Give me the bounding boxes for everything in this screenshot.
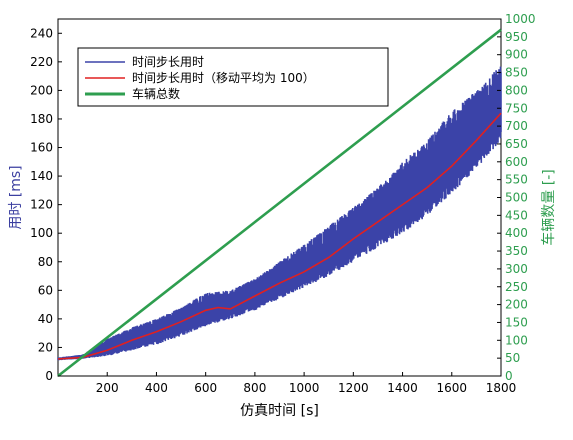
y-left-tick-label: 80 — [38, 255, 53, 269]
y-axis-left-label: 用时 [ms] — [8, 165, 24, 229]
series-lines-group — [57, 28, 502, 378]
y-right-tick-label: 400 — [505, 226, 528, 240]
y-left-tick-label: 180 — [30, 112, 53, 126]
y-right-tick-label: 600 — [505, 155, 528, 169]
legend-box — [77, 47, 389, 107]
y-right-tick-label: 650 — [505, 137, 528, 151]
series-moving-average-line — [57, 112, 502, 360]
y-right-tick-label: 150 — [505, 315, 528, 329]
y-left-tick-label: 220 — [30, 55, 53, 69]
x-tick-label: 400 — [145, 381, 168, 395]
x-tick-label: 1600 — [437, 381, 468, 395]
y-right-tick-label: 50 — [505, 351, 520, 365]
y-right-tick-label: 300 — [505, 262, 528, 276]
y-right-tick-label: 750 — [505, 101, 528, 115]
y-right-tick-label: 700 — [505, 119, 528, 133]
x-tick-label: 1200 — [338, 381, 369, 395]
x-tick-label: 1800 — [486, 381, 517, 395]
y-left-tick-label: 160 — [30, 141, 53, 155]
y-right-tick-label: 550 — [505, 173, 528, 187]
y-left-tick-label: 40 — [38, 312, 53, 326]
y-left-tick-label: 20 — [38, 340, 53, 354]
y-right-tick-label: 950 — [505, 30, 528, 44]
y-axis-right-label: 车辆数量 [-] — [540, 169, 557, 245]
x-tick-label: 800 — [243, 381, 266, 395]
y-left-tick-label: 100 — [30, 226, 53, 240]
y-right-tick-label: 250 — [505, 280, 528, 294]
legend-moving-average-label: 时间步长用时（移动平均为 100） — [132, 71, 315, 85]
y-right-tick-label: 500 — [505, 191, 528, 205]
y-left-tick-label: 240 — [30, 26, 53, 40]
y-right-tick-label: 1000 — [505, 12, 536, 26]
y-right-tick-label: 0 — [505, 369, 513, 383]
y-left-tick-label: 0 — [45, 369, 53, 383]
y-left-tick-label: 60 — [38, 283, 53, 297]
y-right-tick-label: 450 — [505, 208, 528, 222]
legend-time-step-label: 时间步长用时 — [132, 55, 204, 69]
x-tick-label: 200 — [96, 381, 119, 395]
x-tick-label: 1000 — [289, 381, 320, 395]
series-vehicle-count-line — [57, 28, 502, 378]
x-tick-label: 600 — [194, 381, 217, 395]
y-right-tick-label: 200 — [505, 298, 528, 312]
y-left-tick-label: 140 — [30, 169, 53, 183]
x-axis-label: 仿真时间 [s] — [240, 403, 319, 419]
y-right-tick-label: 850 — [505, 66, 528, 80]
x-tick-label: 1400 — [387, 381, 418, 395]
ticks-group: 0 20 40 60 80 100 120 140 160 180 200 220 240 0 50 100 1… — [30, 12, 535, 395]
y-right-tick-label: 350 — [505, 244, 528, 258]
legend-vehicle-count-label: 车辆总数 — [132, 86, 180, 101]
y-right-tick-label: 100 — [505, 333, 528, 347]
y-left-tick-label: 120 — [30, 198, 53, 212]
y-right-tick-label: 800 — [505, 83, 528, 97]
y-right-tick-label: 900 — [505, 48, 528, 62]
y-left-tick-label: 200 — [30, 83, 53, 97]
